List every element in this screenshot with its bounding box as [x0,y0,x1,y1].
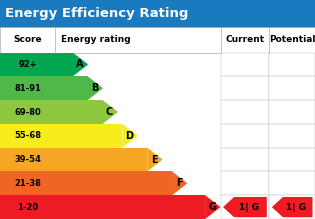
Text: 69-80: 69-80 [14,108,41,117]
Text: A: A [76,59,83,69]
Text: 39-54: 39-54 [14,155,41,164]
Bar [269,148,315,171]
Polygon shape [205,195,220,219]
Text: 21-38: 21-38 [14,179,41,188]
Polygon shape [172,171,187,195]
Bar [220,124,269,148]
Bar [220,100,269,124]
Bar [55,53,73,76]
Bar [0,76,55,100]
Polygon shape [73,53,88,76]
Text: Energy Efficiency Rating: Energy Efficiency Rating [5,7,188,20]
Text: Score: Score [13,35,42,44]
Polygon shape [223,197,267,217]
Text: Energy rating: Energy rating [61,35,131,44]
Bar [0,0,315,27]
Bar [220,195,269,219]
Bar [0,195,55,219]
Bar [220,171,269,195]
Bar [269,53,315,76]
Bar [55,148,147,171]
Bar [55,195,205,219]
Bar [0,53,55,76]
Polygon shape [147,148,163,171]
Polygon shape [88,76,103,100]
Text: 81-91: 81-91 [14,84,41,93]
Text: 1-20: 1-20 [17,203,38,212]
Bar [0,148,55,171]
Text: 55-68: 55-68 [14,131,41,140]
Bar [220,76,269,100]
Text: Current: Current [225,35,265,44]
Polygon shape [103,100,118,124]
Bar [0,100,55,124]
Text: D: D [125,131,133,141]
Bar [269,100,315,124]
Text: 92+: 92+ [18,60,37,69]
Bar [220,148,269,171]
Text: E: E [151,155,158,164]
Bar [269,171,315,195]
Text: 1| G: 1| G [239,203,259,212]
Text: F: F [176,178,182,188]
Bar [55,171,172,195]
Bar [55,100,103,124]
Polygon shape [123,124,138,148]
Bar [269,124,315,148]
Text: Potential: Potential [269,35,315,44]
Bar [269,195,315,219]
Text: G: G [208,202,216,212]
Bar [0,27,315,53]
Bar [0,124,55,148]
Text: C: C [106,107,113,117]
Bar [55,124,123,148]
Bar [0,171,55,195]
Bar [269,76,315,100]
Bar [220,53,269,76]
Bar [55,76,88,100]
Polygon shape [272,197,312,217]
Text: 1| G: 1| G [286,203,306,212]
Text: B: B [91,83,98,93]
